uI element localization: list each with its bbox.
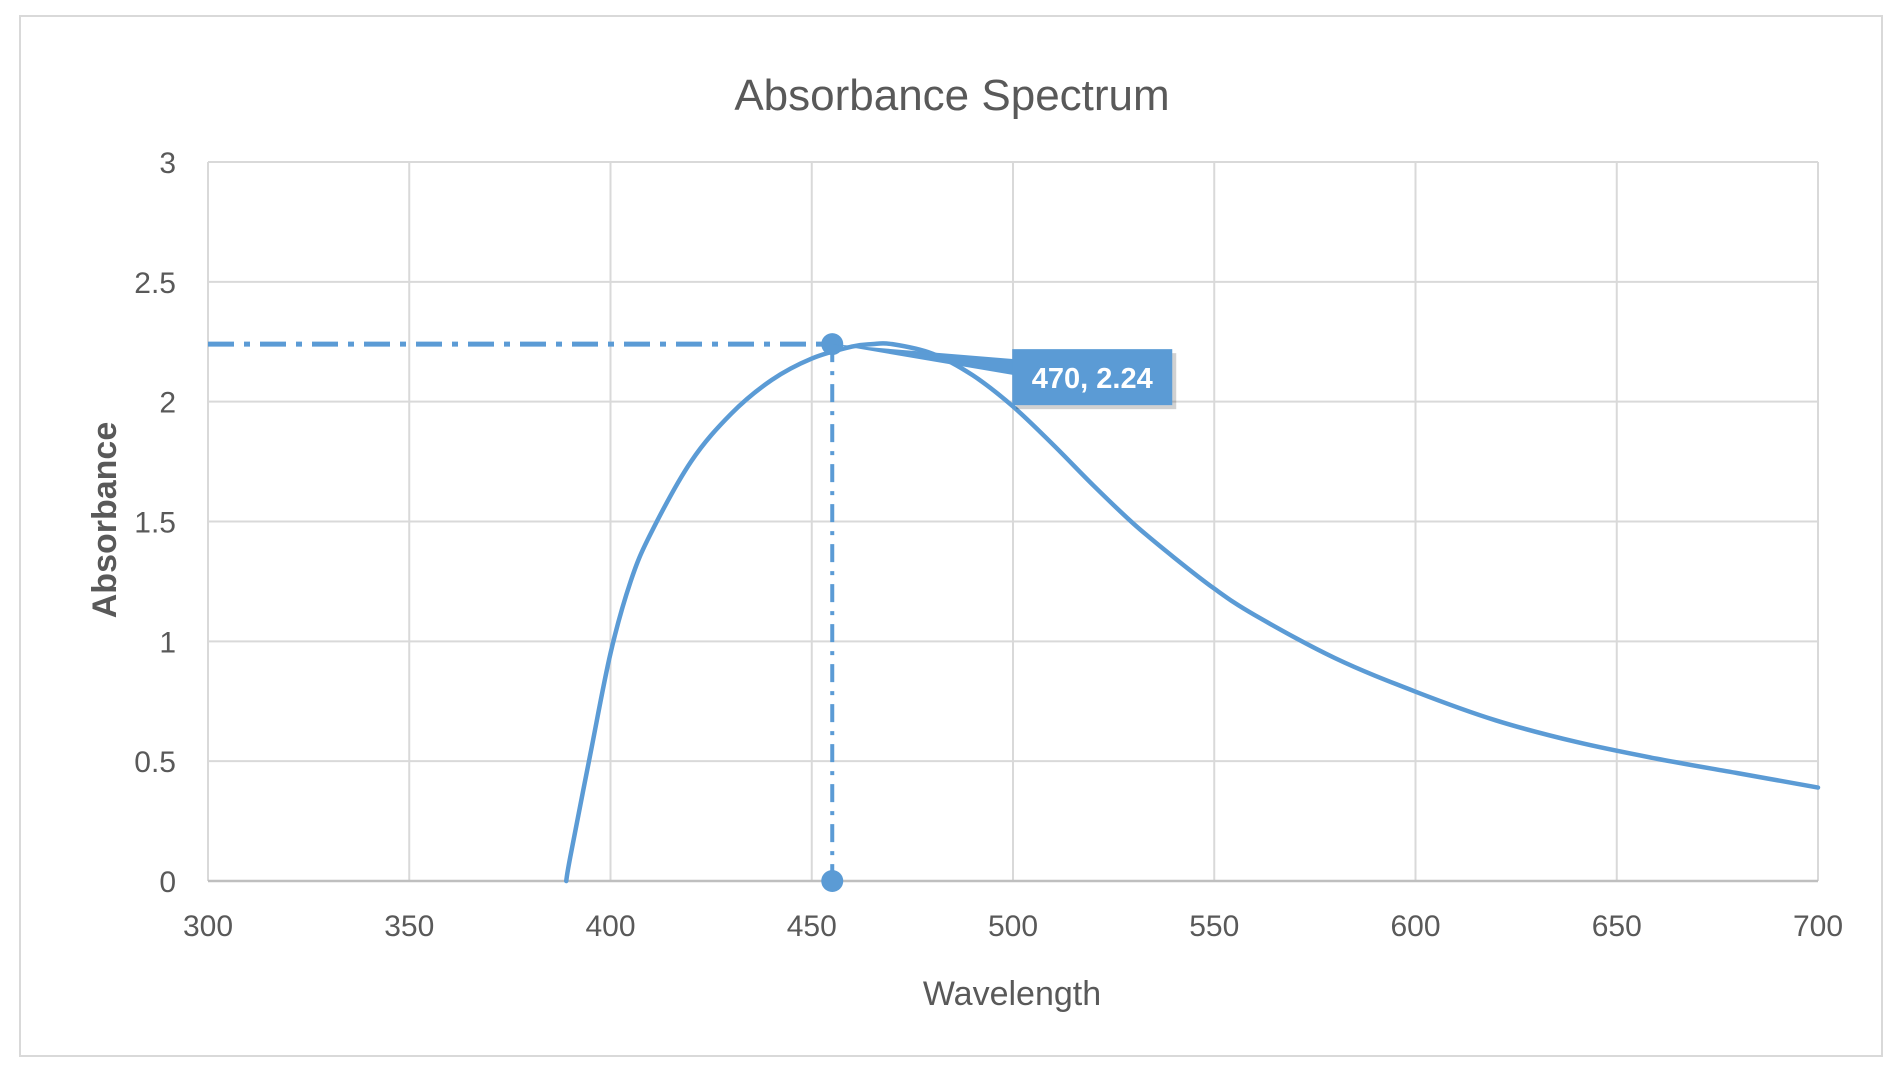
x-tick-label-650: 650 (1592, 910, 1642, 943)
y-tick-label-2-5: 2.5 (134, 267, 176, 300)
y-tick-label-0-5: 0.5 (134, 746, 176, 779)
data-callout-pointer (832, 344, 1015, 376)
y-tick-label-2: 2 (159, 387, 176, 420)
x-tick-label-600: 600 (1390, 910, 1440, 943)
x-tick-label-700: 700 (1793, 910, 1843, 943)
series-layer (563, 341, 1821, 884)
y-tick-label-0: 0 (159, 866, 176, 899)
x-axis-label: Wavelength (923, 975, 1101, 1013)
data-callout-box (1012, 349, 1173, 406)
x-tick-label-450: 450 (787, 910, 837, 943)
x-tick-label-400: 400 (585, 910, 635, 943)
peak-base-marker (821, 870, 844, 892)
chart-title: Absorbance Spectrum (734, 71, 1169, 120)
data-callout-label: 470, 2.24 (1032, 363, 1153, 395)
chart-frame (19, 15, 1883, 1057)
x-tick-label-300: 300 (183, 910, 233, 943)
absorbance-series-line (563, 341, 1821, 884)
axes: 300 350 400 450 500 550 600 650 700 0 0.5 1 1.5 2 2.5 3 (134, 147, 1843, 943)
y-tick-label-1: 1 (159, 626, 176, 659)
annotation-layer: 470, 2.24 (208, 333, 1177, 892)
y-axis-label: Absorbance (86, 422, 124, 619)
x-tick-label-350: 350 (384, 910, 434, 943)
x-tick-label-500: 500 (988, 910, 1038, 943)
y-tick-label-1-5: 1.5 (134, 507, 176, 540)
x-tick-label-550: 550 (1189, 910, 1239, 943)
y-tick-label-3: 3 (159, 147, 176, 180)
